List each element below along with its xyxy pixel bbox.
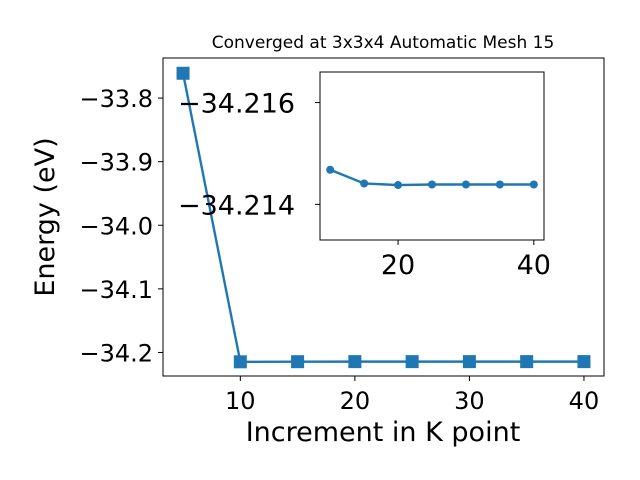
main-y-tick-label: −34.2: [79, 339, 153, 367]
main-x-tick-label: 40: [569, 387, 600, 415]
inset-data-point: [529, 180, 538, 189]
inset-data-point: [326, 165, 335, 174]
main-x-axis: 10 20 30 40: [225, 376, 599, 415]
y-axis-label: Energy (eV): [30, 137, 61, 296]
main-axes-frame: [162, 57, 605, 377]
main-series-line: [181, 73, 584, 364]
inset-axes-frame: [319, 71, 545, 241]
inset-y-tick-label: −34.216: [178, 89, 295, 120]
chart-title: Converged at 3x3x4 Automatic Mesh 15: [212, 33, 555, 53]
main-data-point: [520, 355, 534, 369]
main-y-tick-label: −34.1: [79, 276, 153, 304]
main-x-tick-label: 20: [340, 387, 371, 415]
x-axis-label: Increment in K point: [246, 417, 521, 448]
main-y-tick-label: −33.8: [79, 85, 153, 113]
main-data-point: [462, 355, 476, 369]
inset-x-tick-label: 40: [517, 250, 551, 281]
main-plot: 10 20 30 40 −33.8 −33.9 −34.0 −34.1 −34.2: [79, 57, 605, 415]
inset-x-axis: 20 40: [381, 240, 551, 281]
main-data-point: [291, 355, 305, 369]
main-data-point: [348, 355, 362, 369]
main-data-point: [405, 355, 419, 369]
inset-data-point: [360, 179, 369, 188]
inset-y-axis: −34.216 −34.214: [178, 89, 320, 221]
inset-x-tick-label: 20: [381, 250, 415, 281]
inset-data-point: [495, 180, 504, 189]
inset-data-point: [394, 181, 403, 190]
main-data-point: [577, 355, 591, 369]
main-x-tick-label: 30: [454, 387, 485, 415]
inset-data-point: [461, 180, 470, 189]
inset-y-tick-label: −34.214: [178, 190, 295, 221]
inset-data-point: [428, 180, 436, 189]
inset-plot: 20 40 −34.216−34.214: [178, 71, 551, 281]
main-y-tick-label: −34.0: [79, 212, 153, 240]
main-y-tick-label: −33.9: [79, 149, 153, 177]
inset-series: [326, 165, 538, 190]
main-data-point: [233, 355, 247, 369]
main-series: [176, 66, 591, 369]
main-y-axis: −33.8 −33.9 −34.0 −34.1 −34.2: [79, 85, 163, 367]
main-x-tick-label: 10: [225, 387, 256, 415]
main-data-point: [176, 66, 190, 80]
inset-background: [320, 72, 544, 240]
